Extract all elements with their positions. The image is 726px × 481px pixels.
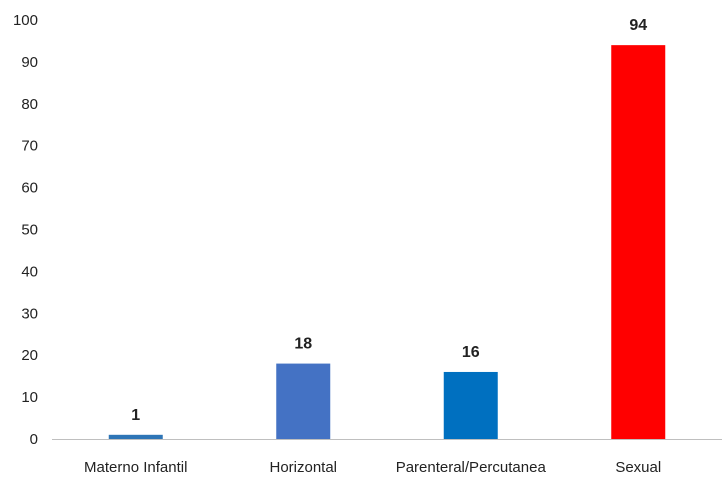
y-tick-label: 100 [13, 12, 38, 29]
data-label: 94 [629, 17, 647, 34]
y-tick-label: 70 [21, 138, 38, 155]
y-tick-label: 20 [21, 347, 38, 364]
y-tick-label: 0 [30, 431, 38, 448]
x-category-label: Sexual [615, 459, 661, 476]
bar [611, 45, 666, 439]
y-tick-label: 80 [21, 96, 38, 113]
data-label: 16 [462, 344, 480, 361]
y-tick-label: 30 [21, 305, 38, 322]
y-tick-label: 10 [21, 389, 38, 406]
x-category-label: Materno Infantil [84, 459, 187, 476]
x-category-label: Parenteral/Percutanea [396, 459, 547, 476]
y-tick-label: 90 [21, 54, 38, 71]
bar [108, 434, 163, 439]
y-tick-label: 40 [21, 263, 38, 280]
data-label: 18 [294, 336, 312, 353]
x-category-label: Horizontal [269, 459, 337, 476]
y-tick-label: 60 [21, 180, 38, 197]
y-tick-label: 50 [21, 222, 38, 239]
bar [276, 363, 331, 439]
bar [443, 371, 498, 439]
data-label: 1 [131, 407, 140, 424]
